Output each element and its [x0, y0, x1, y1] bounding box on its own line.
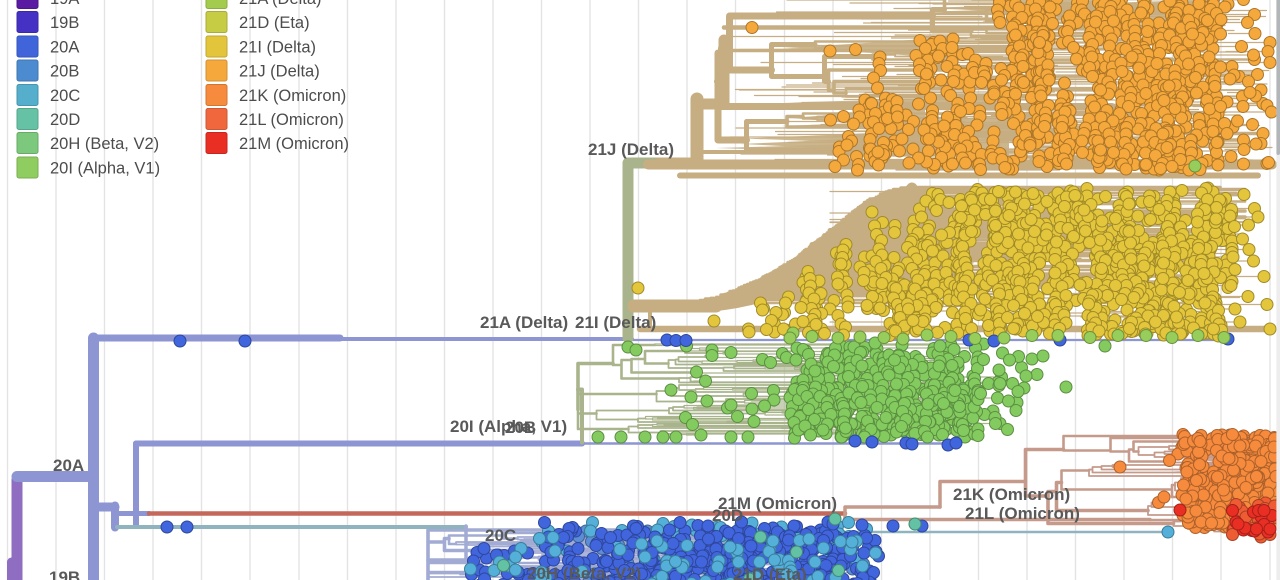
svg-text:21M (Omicron): 21M (Omicron) [239, 135, 349, 153]
svg-text:20H (Beta, V2): 20H (Beta, V2) [527, 564, 641, 580]
svg-text:21I (Delta): 21I (Delta) [239, 39, 316, 57]
svg-text:20A: 20A [50, 39, 79, 57]
svg-text:21J (Delta): 21J (Delta) [588, 140, 674, 159]
svg-text:21L (Omicron): 21L (Omicron) [965, 504, 1080, 523]
svg-text:20D: 20D [712, 506, 743, 525]
svg-text:19B: 19B [49, 568, 80, 580]
svg-text:20I (Alpha, V1): 20I (Alpha, V1) [50, 160, 160, 178]
svg-text:21J (Delta): 21J (Delta) [239, 63, 320, 81]
svg-text:20C: 20C [485, 526, 516, 545]
svg-text:20B: 20B [505, 418, 536, 437]
svg-text:20D: 20D [50, 111, 80, 129]
svg-text:21A (Delta): 21A (Delta) [239, 0, 322, 8]
svg-text:19B: 19B [50, 14, 79, 32]
svg-text:21K (Omicron): 21K (Omicron) [239, 87, 346, 105]
svg-text:20A: 20A [53, 456, 84, 475]
svg-text:21M (Omicron): 21M (Omicron) [718, 494, 837, 513]
svg-text:20H (Beta, V2): 20H (Beta, V2) [50, 135, 159, 153]
svg-text:20I (Alpha, V1): 20I (Alpha, V1) [450, 417, 567, 436]
svg-text:21K (Omicron): 21K (Omicron) [953, 485, 1070, 504]
svg-text:21L (Omicron): 21L (Omicron) [239, 111, 344, 129]
svg-text:20C: 20C [50, 87, 80, 105]
svg-text:21D (Eta): 21D (Eta) [733, 565, 807, 580]
svg-text:21I (Delta): 21I (Delta) [575, 313, 656, 332]
svg-text:21D (Eta): 21D (Eta) [239, 14, 310, 32]
svg-text:19A: 19A [50, 0, 79, 8]
svg-text:20B: 20B [50, 63, 79, 81]
svg-text:21A (Delta): 21A (Delta) [480, 313, 568, 332]
